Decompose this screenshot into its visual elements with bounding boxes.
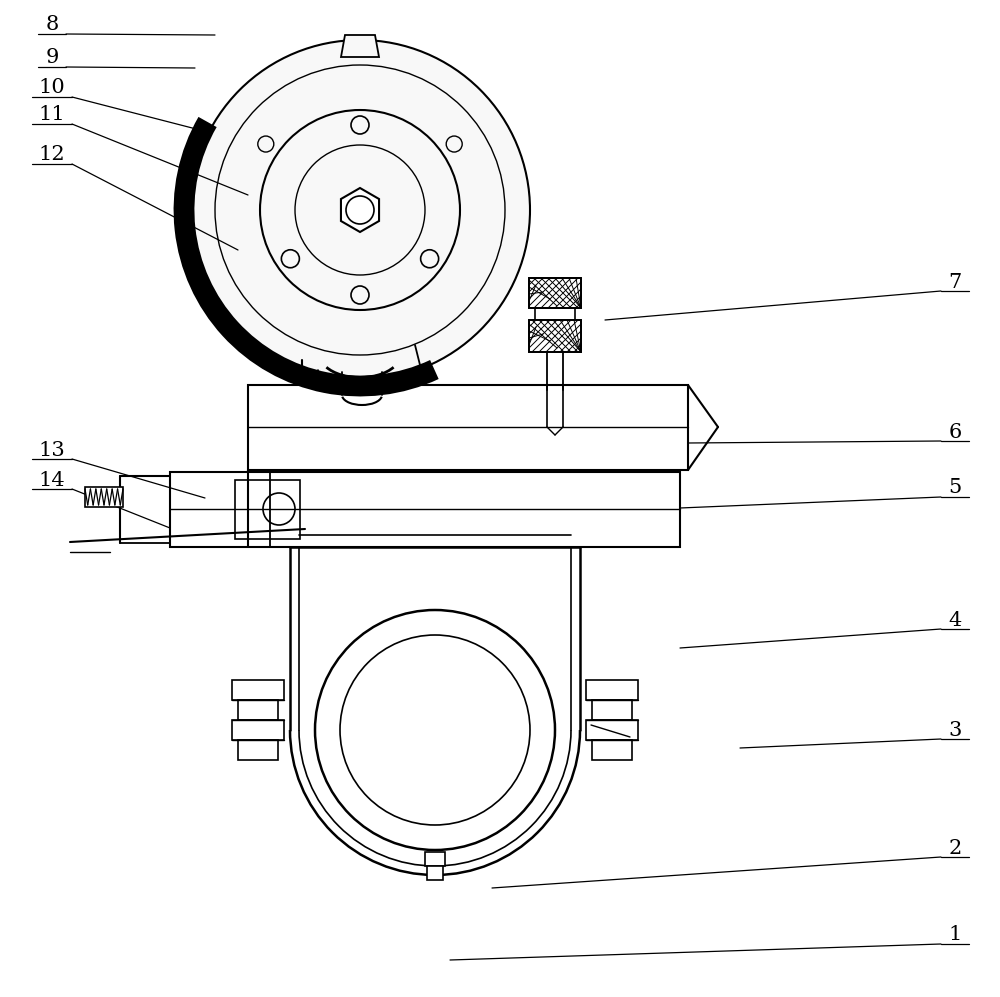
Bar xyxy=(592,700,632,720)
Bar xyxy=(235,480,300,539)
Text: 8: 8 xyxy=(45,16,59,35)
Bar xyxy=(425,852,445,866)
Text: 2: 2 xyxy=(948,838,962,857)
Text: 11: 11 xyxy=(39,106,65,125)
Text: 1: 1 xyxy=(948,925,962,944)
Bar xyxy=(238,740,278,760)
Bar xyxy=(529,278,581,308)
Bar xyxy=(592,740,632,760)
Bar xyxy=(529,278,581,308)
Text: 5: 5 xyxy=(948,479,962,498)
Text: 14: 14 xyxy=(39,471,65,490)
Text: 6: 6 xyxy=(948,423,962,442)
Bar xyxy=(170,472,680,547)
Bar xyxy=(529,320,581,352)
Polygon shape xyxy=(341,188,379,232)
Polygon shape xyxy=(341,35,379,57)
Text: 7: 7 xyxy=(948,272,962,291)
Bar xyxy=(586,680,638,700)
Text: 13: 13 xyxy=(39,441,65,460)
Text: 10: 10 xyxy=(39,79,65,98)
Bar xyxy=(232,680,284,700)
Bar xyxy=(248,385,688,470)
Bar xyxy=(232,720,284,740)
Text: 12: 12 xyxy=(39,146,65,165)
Bar xyxy=(238,700,278,720)
Bar xyxy=(529,320,581,352)
Circle shape xyxy=(190,40,530,380)
Bar xyxy=(85,487,123,507)
Bar xyxy=(586,720,638,740)
Text: 4: 4 xyxy=(948,610,962,629)
Text: 9: 9 xyxy=(45,49,59,68)
Bar xyxy=(427,866,443,880)
Text: 3: 3 xyxy=(948,721,962,740)
